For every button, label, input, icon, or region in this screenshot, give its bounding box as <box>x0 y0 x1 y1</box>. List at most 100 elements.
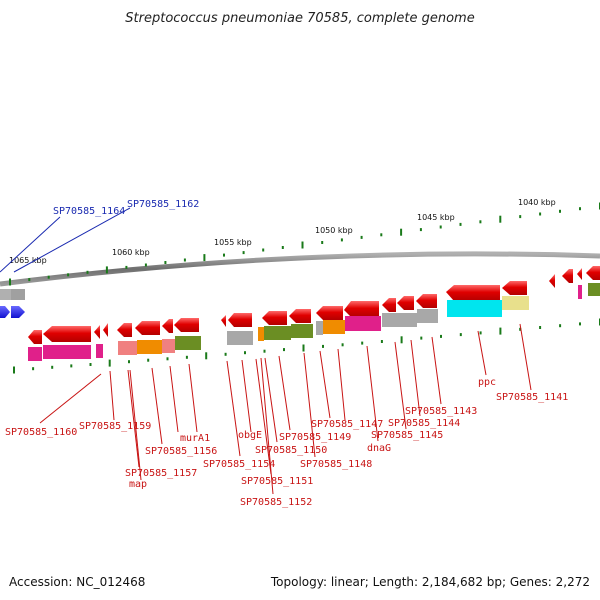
tick-label-1045: 1045 kbp <box>417 213 455 222</box>
gene-label[interactable]: ppc <box>478 377 496 388</box>
gene-label[interactable]: SP70585_1143 <box>405 406 477 417</box>
cog-block-salmon[interactable] <box>118 341 137 355</box>
gene-arrow[interactable] <box>382 298 396 312</box>
minor-tick <box>32 367 35 371</box>
gene-labels-red: SP70585_1160 SP70585_1159 SP70585_1157 m… <box>5 377 568 508</box>
cog-block-gray[interactable] <box>382 313 417 327</box>
gene-arrow[interactable] <box>289 309 311 323</box>
major-tick <box>499 215 502 223</box>
gene-label[interactable]: dnaG <box>367 443 391 454</box>
gene-track-red <box>28 266 600 344</box>
gene-label[interactable]: SP70585_1156 <box>145 446 217 457</box>
cog-block-orange[interactable] <box>258 327 264 341</box>
gene-label[interactable]: SP70585_1145 <box>371 430 443 441</box>
minor-tick <box>579 322 581 326</box>
major-tick <box>400 228 403 236</box>
gene-label[interactable]: SP70585_1162 <box>127 199 199 210</box>
tick-label-1065: 1065 kbp <box>9 256 47 265</box>
gene-label[interactable]: SP70585_1147 <box>311 419 383 430</box>
minor-tick <box>164 261 167 264</box>
cog-block-cyan[interactable] <box>447 300 502 317</box>
minor-tick <box>125 265 128 269</box>
gene-label[interactable]: SP70585_1164 <box>53 206 125 217</box>
cog-block-orange[interactable] <box>137 340 162 354</box>
gene-label[interactable]: SP70585_1157 <box>125 468 197 479</box>
cog-track-upper <box>447 283 600 317</box>
cog-block-magenta[interactable] <box>96 344 103 358</box>
inner-tick-row <box>13 318 600 374</box>
minor-tick <box>419 228 422 232</box>
cog-block-gray[interactable] <box>316 321 323 335</box>
cog-block-magenta[interactable] <box>578 285 582 299</box>
gene-block-gray[interactable] <box>0 289 11 300</box>
gene-label[interactable]: SP70585_1150 <box>255 445 327 456</box>
cog-block-magenta[interactable] <box>43 345 91 359</box>
gene-label[interactable]: SP70585_1154 <box>203 459 275 470</box>
cog-block-gray[interactable] <box>417 309 438 323</box>
gene-arrow[interactable] <box>316 306 343 320</box>
major-tick <box>108 359 111 367</box>
gene-arrow[interactable] <box>94 325 100 339</box>
gene-arrow[interactable] <box>11 306 25 318</box>
cog-block-orange[interactable] <box>323 320 345 334</box>
gene-arrow[interactable] <box>103 323 108 337</box>
gene-arrow[interactable] <box>174 318 199 332</box>
cog-block-salmon[interactable] <box>162 339 175 353</box>
cog-block-gray[interactable] <box>227 331 253 345</box>
gene-arrow[interactable] <box>562 269 573 283</box>
gene-block-gray[interactable] <box>11 289 25 300</box>
cog-block-olive[interactable] <box>175 336 201 350</box>
gene-arrow[interactable] <box>43 326 91 342</box>
gene-arrow[interactable] <box>577 268 582 280</box>
gene-label[interactable]: SP70585_1152 <box>240 497 312 508</box>
minor-tick <box>360 235 363 239</box>
gene-arrow[interactable] <box>228 313 252 327</box>
gene-arrow[interactable] <box>262 311 287 325</box>
cog-block-khaki[interactable] <box>502 296 529 310</box>
gene-arrow[interactable] <box>28 330 42 344</box>
minor-tick <box>244 351 246 355</box>
major-tick <box>203 254 206 262</box>
gene-arrow[interactable] <box>549 274 555 288</box>
gene-label[interactable]: SP70585_1149 <box>279 432 351 443</box>
major-tick <box>400 336 403 344</box>
minor-tick <box>89 363 92 366</box>
gene-arrow[interactable] <box>397 296 414 310</box>
gene-arrow[interactable] <box>0 306 10 318</box>
gene-label[interactable]: obgE <box>238 430 262 441</box>
cog-block-magenta[interactable] <box>345 316 381 331</box>
cog-block-magenta[interactable] <box>28 347 42 361</box>
gene-arrow[interactable] <box>162 319 173 333</box>
gene-label[interactable]: SP70585_1159 <box>79 421 151 432</box>
gene-label[interactable]: murA1 <box>180 433 210 444</box>
cog-block-olive[interactable] <box>291 324 313 338</box>
gene-label[interactable]: SP70585_1141 <box>496 392 568 403</box>
gene-arrow[interactable] <box>344 301 379 317</box>
minor-tick <box>183 258 186 262</box>
major-tick <box>9 278 11 286</box>
label-leaders-red <box>39 323 532 495</box>
gene-arrow[interactable] <box>135 321 160 335</box>
gene-label[interactable]: map <box>129 479 147 490</box>
accession-text: Accession: NC_012468 <box>9 575 145 589</box>
gene-label[interactable]: SP70585_1151 <box>241 476 313 487</box>
minor-tick <box>166 357 169 361</box>
minor-tick <box>380 233 383 237</box>
gene-arrow[interactable] <box>586 266 600 280</box>
gene-arrow[interactable] <box>117 323 132 337</box>
gene-label[interactable]: SP70585_1148 <box>300 459 372 470</box>
gene-arrow[interactable] <box>221 315 226 327</box>
minor-tick <box>263 349 266 353</box>
cog-block-olive[interactable] <box>588 283 600 296</box>
minor-tick <box>340 238 343 242</box>
gene-arrow[interactable] <box>446 285 500 301</box>
minor-tick <box>519 327 522 331</box>
minor-tick <box>321 241 324 244</box>
gene-label[interactable]: SP70585_1144 <box>388 418 460 429</box>
gene-label[interactable]: SP70585_1160 <box>5 427 77 438</box>
gene-arrow[interactable] <box>416 294 437 308</box>
cog-block-olive[interactable] <box>264 326 291 340</box>
gene-arrow[interactable] <box>502 281 527 295</box>
major-tick <box>301 241 304 249</box>
